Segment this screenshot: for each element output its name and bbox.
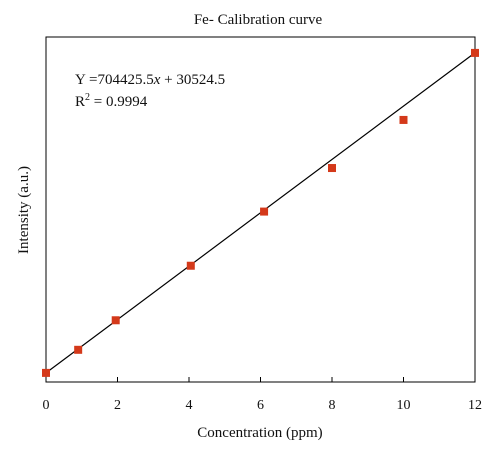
x-tick-label: 4 — [186, 398, 193, 413]
x-tick-label: 2 — [114, 398, 121, 413]
chart-title: Fe- Calibration curve — [194, 12, 323, 28]
regression-equation: Y =704425.5x + 30524.5 — [75, 72, 225, 88]
data-point — [42, 368, 50, 377]
x-tick-label: 8 — [329, 398, 336, 413]
y-axis-label: Intensity (a.u.) — [16, 166, 32, 254]
data-point — [328, 164, 336, 173]
data-points-layer — [42, 48, 479, 377]
x-axis-label: Concentration (ppm) — [197, 425, 322, 441]
r-squared-label: R2 = 0.9994 — [75, 92, 148, 110]
data-point — [260, 207, 269, 216]
x-axis-ticks: 0 2 4 6 8 10 12 — [43, 377, 482, 413]
x-tick-label: 6 — [257, 398, 264, 413]
data-point — [186, 261, 195, 270]
x-tick-label: 12 — [468, 398, 482, 413]
x-tick-label: 0 — [43, 398, 50, 413]
data-point — [111, 316, 120, 325]
x-tick-label: 10 — [397, 398, 411, 413]
data-point — [74, 345, 83, 354]
data-point — [471, 48, 479, 57]
data-point — [399, 115, 408, 124]
